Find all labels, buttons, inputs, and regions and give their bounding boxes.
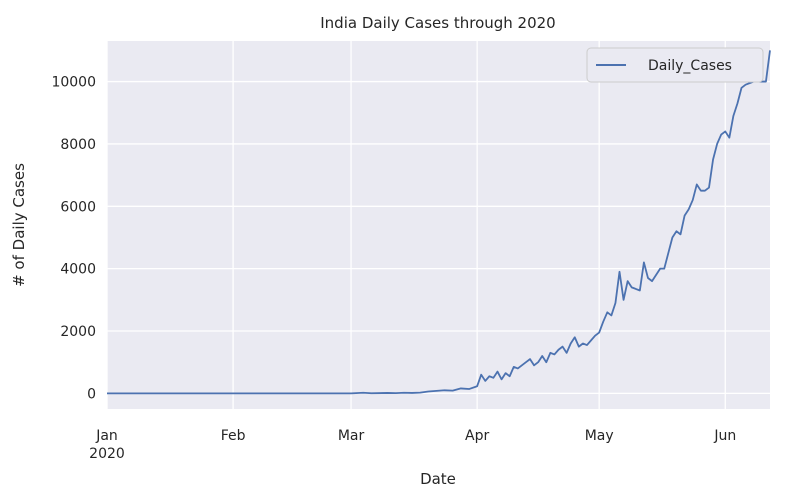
plot-area <box>107 41 770 409</box>
x-tick-label: Feb <box>221 428 246 444</box>
x-tick-sublabel: 2020 <box>89 446 125 462</box>
legend: Daily_Cases <box>586 47 764 83</box>
y-tick-label: 6000 <box>60 199 96 215</box>
y-axis-ticks: 0 2000 4000 6000 8000 10000 <box>51 75 96 403</box>
series-line-daily-cases <box>107 50 771 395</box>
x-tick-label: Jan <box>95 428 118 444</box>
y-axis-label: # of Daily Cases <box>10 163 28 287</box>
x-tick-label: May <box>585 428 614 444</box>
legend-label-daily-cases: Daily_Cases <box>648 58 732 74</box>
x-tick-label: Mar <box>338 428 365 444</box>
series-layer <box>107 50 771 395</box>
y-tick-label: 4000 <box>60 262 96 278</box>
x-axis-label: Date <box>420 470 456 488</box>
legend-box <box>586 47 764 83</box>
x-tick-label: Jun <box>713 428 736 444</box>
x-tick-label: Apr <box>465 428 489 444</box>
y-tick-label: 0 <box>87 386 96 402</box>
y-tick-label: 2000 <box>60 324 96 340</box>
y-tick-label: 10000 <box>51 75 96 91</box>
y-tick-label: 8000 <box>60 137 96 153</box>
x-axis-ticks: Jan 2020 Feb Mar Apr May Jun <box>89 428 736 462</box>
chart-title: India Daily Cases through 2020 <box>320 14 555 32</box>
